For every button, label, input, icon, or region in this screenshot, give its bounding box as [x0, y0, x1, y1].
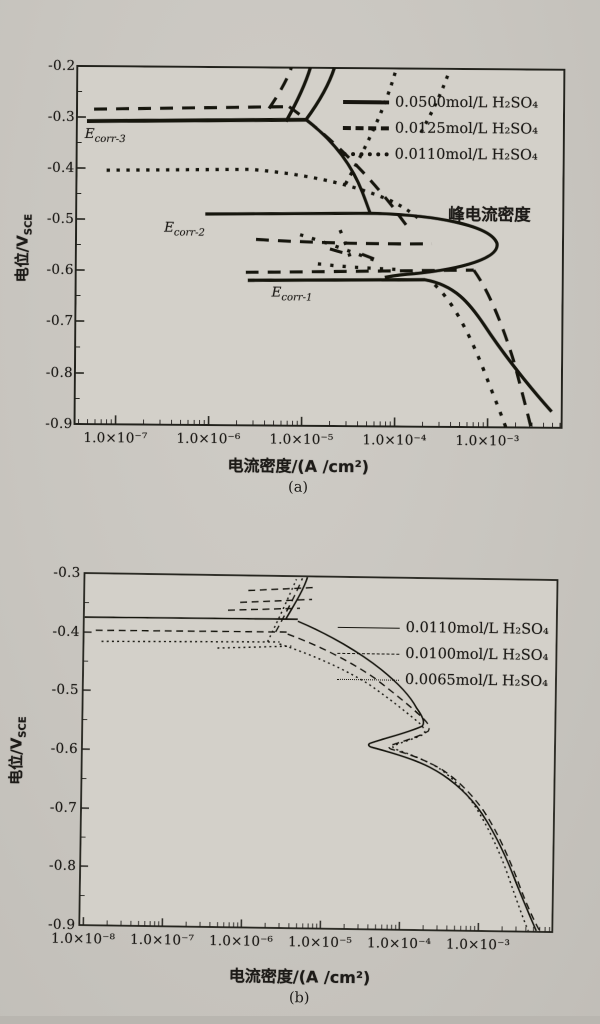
dotted-line-marker: [337, 678, 399, 680]
y-tick-label: -0.2: [39, 58, 75, 74]
legend-item: 0.0500mol/L H₂SO₄: [343, 89, 538, 117]
legend-a: 0.0500mol/L H₂SO₄ 0.0125mol/L H₂SO₄ 0.01…: [343, 89, 539, 169]
x-axis-label-b: 电流密度/(A /cm²): [179, 962, 419, 990]
legend-item: 0.0125mol/L H₂SO₄: [343, 115, 538, 143]
x-tick-label: 1.0×10⁻³: [439, 433, 535, 450]
legend-label: 0.0125mol/L H₂SO₄: [395, 120, 538, 137]
y-tick-label: -0.5: [43, 681, 79, 698]
x-tick-label: 1.0×10⁻⁶: [160, 431, 256, 448]
legend-label: 0.0110mol/L H₂SO₄: [395, 146, 538, 163]
x-tick-label: 1.0×10⁻³: [430, 936, 526, 953]
dashed-line-marker: [337, 652, 399, 654]
subplot-tag-a: (a): [253, 479, 343, 496]
y-tick-label: -0.7: [37, 313, 73, 329]
legend-label: 0.0100mol/L H₂SO₄: [405, 646, 548, 664]
legend-label: 0.0500mol/L H₂SO₄: [395, 94, 538, 111]
peak-current-annotation: 峰电流密度: [448, 201, 531, 226]
x-tick-label: 1.0×10⁻⁴: [346, 432, 442, 449]
ecorr-3-annotation: Ecorr-3: [85, 126, 126, 145]
y-tick-label: -0.4: [44, 623, 80, 640]
legend-item: 0.0100mol/L H₂SO₄: [337, 640, 548, 669]
legend-item: 0.0065mol/L H₂SO₄: [337, 666, 548, 695]
y-tick-label: -0.7: [41, 799, 77, 816]
y-tick-label: -0.8: [40, 857, 76, 874]
solid-line-marker: [343, 100, 389, 104]
y-axis-label-base: 电位/V: [7, 738, 26, 785]
subplot-tag-b: (b): [254, 990, 344, 1007]
dotted-line-marker: [343, 152, 389, 156]
legend-item: 0.0110mol/L H₂SO₄: [338, 614, 549, 643]
solid-line-marker: [338, 626, 400, 628]
legend-b: 0.0110mol/L H₂SO₄ 0.0100mol/L H₂SO₄ 0.00…: [337, 614, 549, 695]
ecorr-1-annotation: Ecorr-1: [272, 285, 313, 304]
y-tick-label: -0.6: [38, 262, 74, 278]
legend-label: 0.0110mol/L H₂SO₄: [406, 620, 549, 638]
x-axis-label-a: 电流密度/(A /cm²): [178, 452, 418, 478]
y-tick-label: -0.3: [44, 564, 80, 581]
y-tick-label: -0.5: [38, 211, 74, 227]
y-tick-label: -0.8: [37, 365, 73, 381]
y-axis-label-base: 电位/V: [13, 235, 31, 282]
dashed-line-marker: [343, 126, 389, 130]
y-axis-label-sub: SCE: [24, 214, 35, 235]
subplot-a: -0.2 -0.3 -0.4 -0.5 -0.6 -0.7 -0.8 -0.9 …: [0, 0, 600, 505]
legend-label: 0.0065mol/L H₂SO₄: [405, 672, 548, 690]
y-tick-label: -0.4: [39, 160, 75, 176]
y-tick-label: -0.3: [39, 109, 75, 125]
y-axis-label-sub: SCE: [18, 716, 29, 738]
y-axis-label-a: 电位/VSCE: [11, 203, 35, 293]
y-axis-label-b: 电位/VSCE: [5, 705, 29, 795]
ecorr-2-annotation: Ecorr-2: [164, 220, 205, 239]
x-tick-label: 1.0×10⁻⁷: [67, 430, 163, 447]
y-tick-label: -0.6: [42, 740, 78, 757]
x-tick-label: 1.0×10⁻⁵: [253, 431, 349, 448]
legend-item: 0.0110mol/L H₂SO₄: [343, 141, 538, 169]
subplot-b: -0.3 -0.4 -0.5 -0.6 -0.7 -0.8 -0.9 1.0×1…: [0, 508, 600, 1016]
